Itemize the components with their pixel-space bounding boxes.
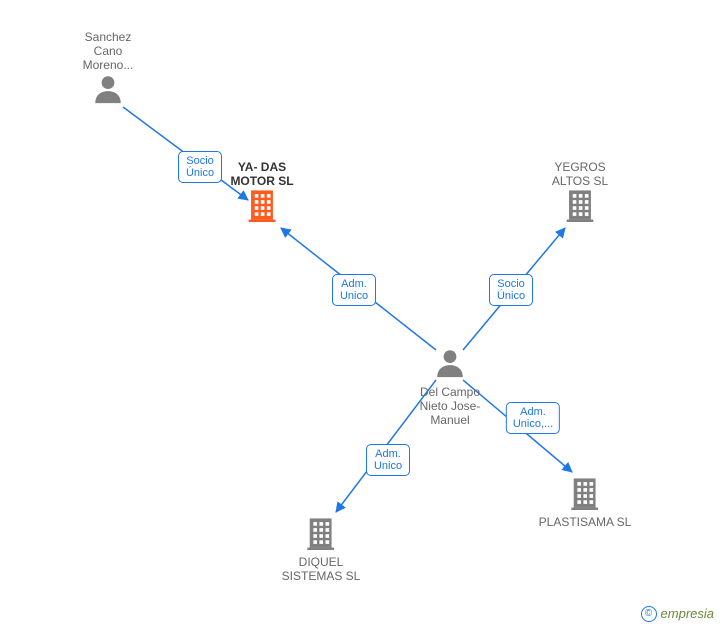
node-label: Del Campo Nieto Jose- Manuel: [415, 385, 485, 427]
person-icon: [73, 72, 143, 111]
node-label: PLASTISAMA SL: [539, 515, 632, 529]
footer-attribution: © empresia: [641, 605, 714, 622]
node-plastisama[interactable]: PLASTISAMA SL: [539, 476, 632, 529]
building-icon: [539, 476, 632, 515]
node-sanchez[interactable]: Sanchez Cano Moreno...: [73, 30, 143, 111]
edge-label: Adm. Unico,...: [506, 402, 560, 434]
node-yadas[interactable]: YA- DAS MOTOR SL: [227, 160, 297, 227]
edge-label: Socio Único: [489, 274, 533, 306]
node-label: YA- DAS MOTOR SL: [227, 160, 297, 188]
building-icon: [227, 188, 297, 227]
copyright-icon: ©: [641, 606, 657, 622]
edge-label: Adm. Unico: [366, 444, 410, 476]
edge-label: Socio Único: [178, 151, 222, 183]
building-icon: [545, 188, 615, 227]
node-yegros[interactable]: YEGROS ALTOS SL: [545, 160, 615, 227]
footer-brand: empresia: [661, 607, 714, 622]
node-delcampo[interactable]: Del Campo Nieto Jose- Manuel: [415, 346, 485, 427]
node-label: DIQUEL SISTEMAS SL: [282, 555, 361, 583]
person-icon: [415, 346, 485, 385]
edge-label: Adm. Unico: [332, 274, 376, 306]
node-label: Sanchez Cano Moreno...: [73, 30, 143, 72]
node-label: YEGROS ALTOS SL: [545, 160, 615, 188]
building-icon: [282, 516, 361, 555]
node-diquel[interactable]: DIQUEL SISTEMAS SL: [282, 516, 361, 583]
diagram-canvas: Sanchez Cano Moreno... YA- DAS MOTOR SL YE…: [0, 0, 728, 630]
